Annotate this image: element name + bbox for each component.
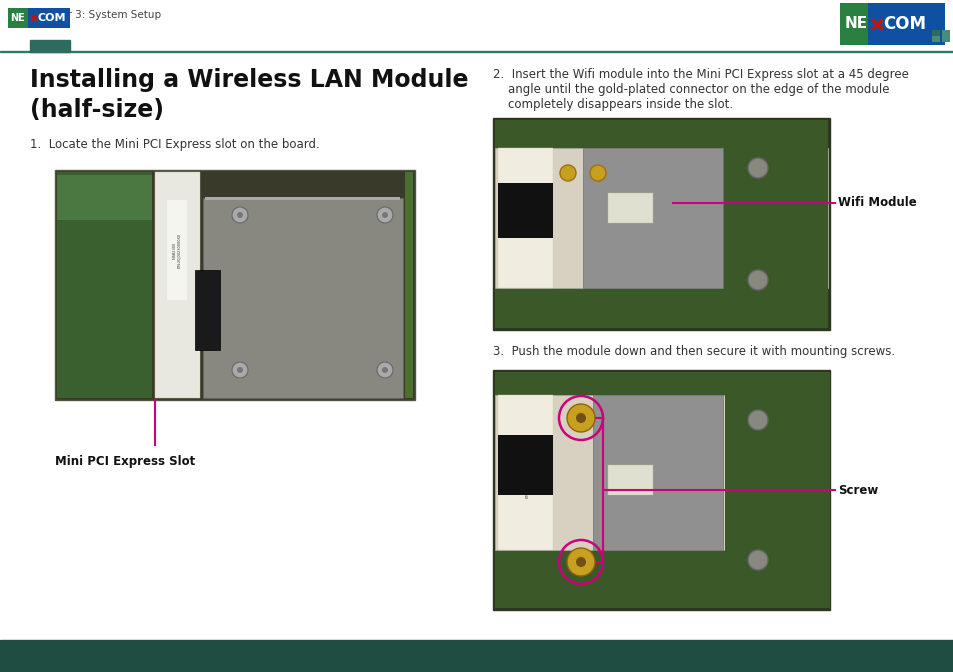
Text: NISB2300
P/N:20J00230000X0: NISB2300 P/N:20J00230000X0	[520, 462, 529, 497]
Text: NE: NE	[10, 13, 25, 23]
Text: angle until the gold-plated connector on the edge of the module: angle until the gold-plated connector on…	[493, 83, 888, 96]
Circle shape	[576, 557, 585, 567]
Bar	[941, 30, 949, 42]
Bar	[607, 193, 652, 223]
Text: Mini PCI Express Slot: Mini PCI Express Slot	[55, 455, 195, 468]
Text: Screw: Screw	[837, 483, 878, 497]
Circle shape	[236, 212, 243, 218]
Text: Copyright © 2013 NEXCOM International Co., Ltd. All Rights Reserved.: Copyright © 2013 NEXCOM International Co…	[10, 660, 329, 669]
Circle shape	[576, 413, 585, 423]
Bar	[495, 395, 827, 550]
Bar	[840, 3, 867, 45]
Circle shape	[566, 548, 595, 576]
Bar	[194, 270, 220, 350]
Text: Chapter 3: System Setup: Chapter 3: System Setup	[30, 10, 161, 20]
Bar	[405, 172, 413, 398]
Text: (half-size): (half-size)	[30, 98, 164, 122]
Bar	[493, 370, 829, 610]
Circle shape	[747, 550, 767, 570]
Bar	[203, 198, 402, 398]
Circle shape	[232, 207, 248, 223]
Circle shape	[376, 207, 393, 223]
Bar	[495, 120, 827, 328]
Circle shape	[232, 362, 248, 378]
Text: 3.  Push the module down and then secure it with mounting screws.: 3. Push the module down and then secure …	[493, 345, 894, 358]
Bar	[497, 183, 553, 238]
Bar	[0, 640, 953, 672]
Circle shape	[381, 212, 388, 218]
Text: 2.  Insert the Wifi module into the Mini PCI Express slot at a 45 degree: 2. Insert the Wifi module into the Mini …	[493, 68, 908, 81]
Bar	[497, 435, 553, 495]
Bar	[30, 40, 70, 52]
Circle shape	[747, 270, 767, 290]
Bar	[28, 8, 70, 28]
Circle shape	[376, 362, 393, 378]
Text: 44: 44	[468, 656, 485, 669]
Bar	[582, 148, 722, 288]
Bar	[497, 395, 553, 550]
Text: NISB2300
P/N:20J00230000X0: NISB2300 P/N:20J00230000X0	[520, 200, 529, 236]
Bar	[154, 172, 200, 398]
Bar	[167, 200, 187, 300]
Bar	[57, 175, 152, 220]
Circle shape	[559, 165, 576, 181]
Text: NISB2300
P/N:20J00230000X0: NISB2300 P/N:20J00230000X0	[172, 233, 181, 267]
Bar	[840, 3, 944, 45]
Bar	[493, 118, 829, 330]
Bar	[0, 50, 953, 52]
Bar	[55, 170, 415, 400]
Text: Installing a Wireless LAN Module: Installing a Wireless LAN Module	[30, 68, 468, 92]
Bar	[495, 372, 827, 608]
Bar	[607, 465, 652, 495]
Circle shape	[747, 158, 767, 178]
Bar	[205, 197, 399, 200]
Bar	[931, 30, 939, 36]
Bar	[57, 172, 152, 398]
Circle shape	[236, 367, 243, 373]
Text: NE: NE	[844, 17, 867, 32]
Text: NISE 2300 User Manual: NISE 2300 User Manual	[838, 660, 943, 669]
Text: COM: COM	[38, 13, 67, 23]
Bar	[8, 8, 28, 28]
Bar	[497, 148, 553, 288]
Text: Wifi Module: Wifi Module	[837, 196, 916, 210]
Bar	[724, 372, 829, 608]
Bar	[867, 3, 944, 45]
Bar	[593, 395, 722, 550]
Text: completely disappears inside the slot.: completely disappears inside the slot.	[493, 98, 732, 111]
Circle shape	[747, 410, 767, 430]
Bar	[931, 30, 939, 42]
Bar	[495, 148, 827, 288]
Text: COM: COM	[882, 15, 925, 33]
Circle shape	[589, 165, 605, 181]
Text: 1.  Locate the Mini PCI Express slot on the board.: 1. Locate the Mini PCI Express slot on t…	[30, 138, 319, 151]
Circle shape	[566, 404, 595, 432]
Bar	[722, 120, 827, 328]
Circle shape	[381, 367, 388, 373]
